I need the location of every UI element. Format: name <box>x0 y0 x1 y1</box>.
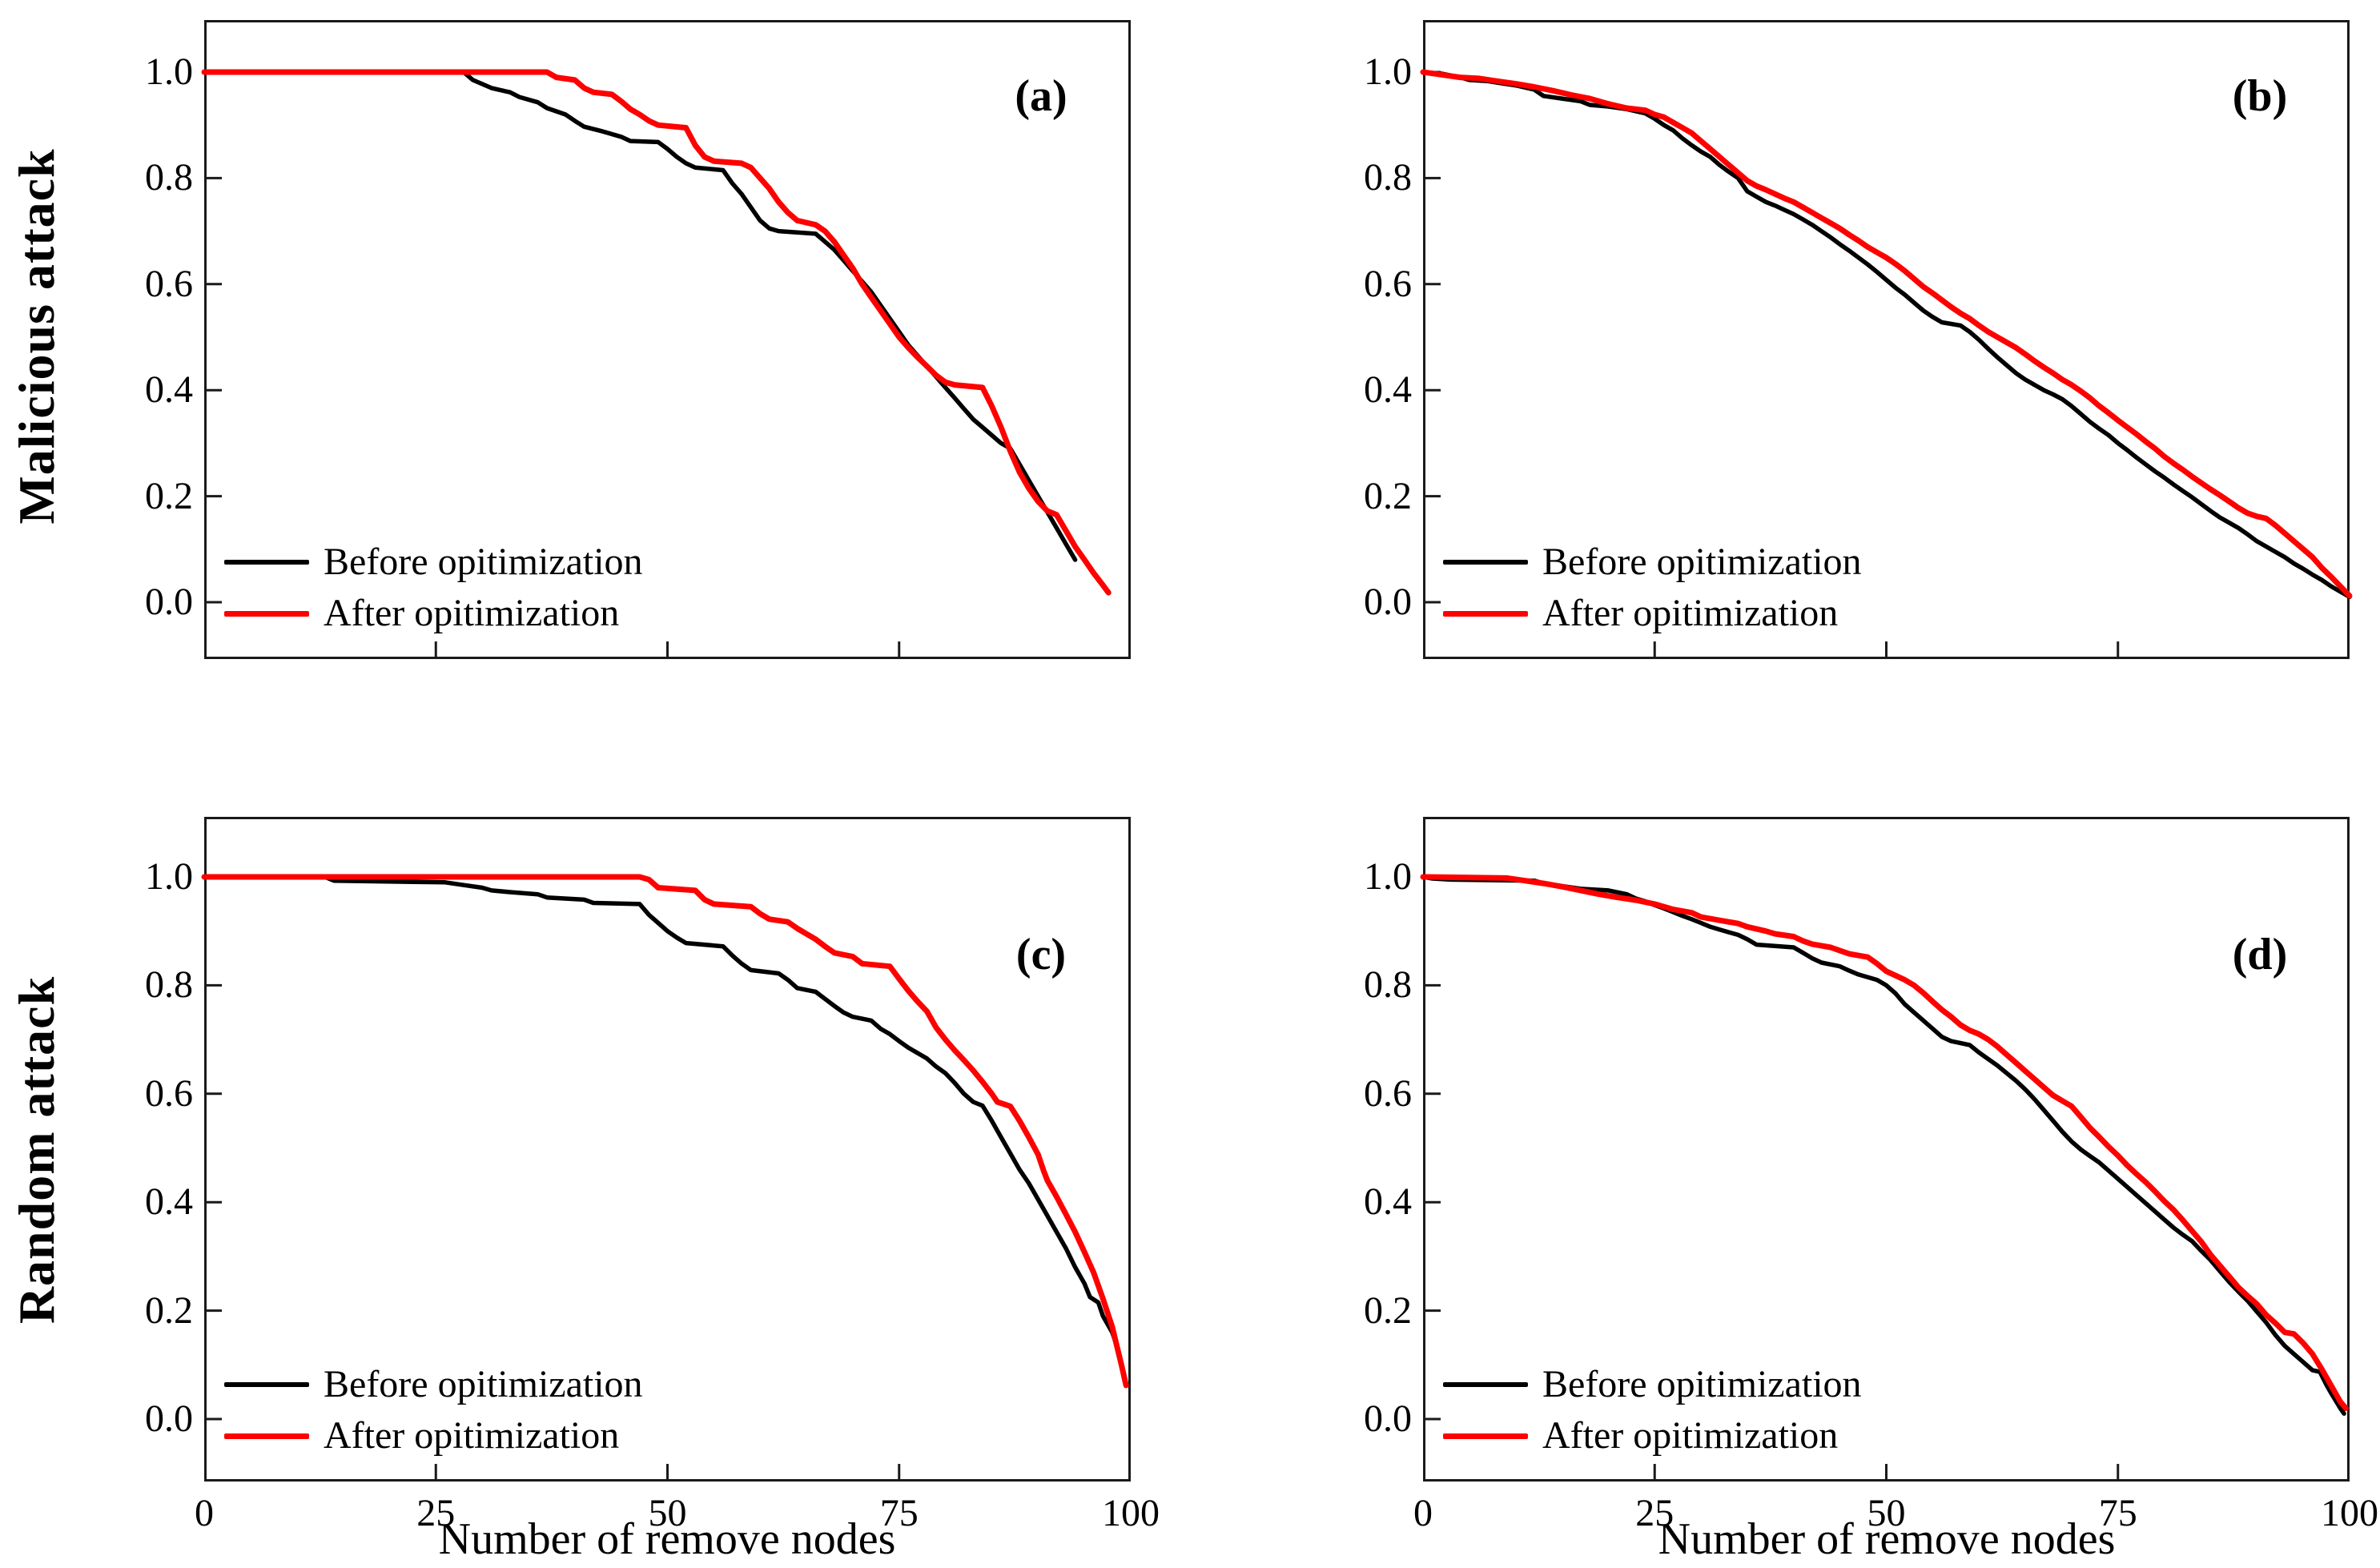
y-tick-label: 0.4 <box>1364 368 1412 412</box>
y-tick-label: 0.0 <box>1364 581 1412 623</box>
y-tick-label: 0.8 <box>145 963 193 1007</box>
y-tick-label: 1.0 <box>1364 50 1412 93</box>
x-tick-label: 50 <box>1867 1492 1906 1534</box>
panel-c-plot <box>201 817 1131 1482</box>
y-tick-label: 0.6 <box>145 1071 193 1115</box>
y-tick-label: 0.6 <box>1364 262 1412 305</box>
legend-item-before: Before opitimization <box>1443 1361 1862 1409</box>
curve-after-optimization <box>201 874 1129 1389</box>
legend-line-after-icon <box>224 1433 309 1439</box>
y-tick-label: 0.0 <box>145 1397 193 1440</box>
x-tick-label: 75 <box>2098 1492 2137 1534</box>
legend-line-before-icon <box>1443 1382 1528 1387</box>
legend-label-before: Before opitimization <box>1542 541 1862 583</box>
y-tick-label: 1.0 <box>145 855 193 898</box>
legend-item-before: Before opitimization <box>224 538 643 586</box>
y-axis-label-random-attack: Random attack <box>8 975 65 1325</box>
y-tick-label: 0.8 <box>1364 156 1412 199</box>
legend-label-before: Before opitimization <box>324 541 643 583</box>
curve-after-optimization <box>201 69 1112 596</box>
curve-before-optimization <box>1421 874 2346 1416</box>
y-tick-label: 0.6 <box>145 262 193 305</box>
curve-before-optimization <box>202 874 1120 1351</box>
panel-letter-d: (d) <box>2232 930 2288 979</box>
y-axis-label-malicious-attack: Malicious attack <box>8 148 65 525</box>
curve-after-optimization <box>1420 874 2349 1411</box>
legend-label-after: After opitimization <box>324 1414 620 1457</box>
y-tick-label: 0.8 <box>145 156 193 199</box>
y-tick-label: 0.4 <box>145 1180 193 1224</box>
legend-line-before-icon <box>224 560 309 565</box>
y-tick-label: 1.0 <box>145 50 193 93</box>
y-tick-label: 0.8 <box>1364 963 1412 1007</box>
y-tick-label: 1.0 <box>1364 855 1412 898</box>
panel-a-plot <box>201 20 1131 659</box>
panel-letter-a: (a) <box>1015 71 1067 121</box>
y-tick-label: 0.2 <box>1364 1289 1412 1332</box>
x-axis-title-left: Number of remove nodes <box>438 1514 896 1564</box>
legend-line-before-icon <box>224 1382 309 1387</box>
curve-after-optimization <box>1420 69 2353 599</box>
legend-item-before: Before opitimization <box>224 1361 643 1409</box>
x-tick-label: 0 <box>1413 1492 1433 1534</box>
legend-label-after: After opitimization <box>1542 1414 1839 1457</box>
legend-label-before: Before opitimization <box>1542 1363 1862 1405</box>
legend-item-after: After opitimization <box>224 1412 619 1460</box>
panel-d-plot <box>1420 817 2350 1482</box>
y-tick-label: 0.2 <box>145 1289 193 1332</box>
y-tick-label: 0.6 <box>1364 1071 1412 1115</box>
y-tick-label: 0.4 <box>145 368 193 412</box>
x-tick-label: 75 <box>879 1492 919 1534</box>
legend-item-before: Before opitimization <box>1443 538 1862 586</box>
legend-label-before: Before opitimization <box>324 1363 643 1405</box>
curve-before-optimization <box>202 70 1078 562</box>
legend-item-after: After opitimization <box>1443 589 1838 637</box>
x-axis-title-right: Number of remove nodes <box>1658 1514 2116 1564</box>
legend-line-after-icon <box>1443 1433 1528 1439</box>
x-tick-label: 0 <box>195 1492 214 1534</box>
y-tick-label: 0.2 <box>145 474 193 517</box>
x-tick-label: 50 <box>648 1492 687 1534</box>
x-tick-label: 100 <box>1102 1492 1160 1534</box>
x-tick-label: 25 <box>1635 1492 1674 1534</box>
legend-line-after-icon <box>1443 610 1528 617</box>
y-tick-label: 0.4 <box>1364 1180 1412 1224</box>
legend-label-after: After opitimization <box>1542 592 1839 634</box>
legend-label-after: After opitimization <box>324 592 620 634</box>
legend-item-after: After opitimization <box>1443 1412 1838 1460</box>
y-tick-label: 0.0 <box>145 581 193 623</box>
legend-line-before-icon <box>1443 560 1528 565</box>
y-tick-label: 0.2 <box>1364 474 1412 517</box>
panel-b-plot <box>1420 20 2353 659</box>
x-tick-label: 25 <box>416 1492 456 1534</box>
curve-before-optimization <box>1421 70 2352 600</box>
legend-item-after: After opitimization <box>224 589 619 637</box>
legend-line-after-icon <box>224 610 309 617</box>
y-tick-label: 0.0 <box>1364 1397 1412 1440</box>
x-tick-label: 100 <box>2321 1492 2378 1534</box>
panel-letter-c: (c) <box>1015 930 1067 979</box>
panel-letter-b: (b) <box>2232 71 2288 121</box>
